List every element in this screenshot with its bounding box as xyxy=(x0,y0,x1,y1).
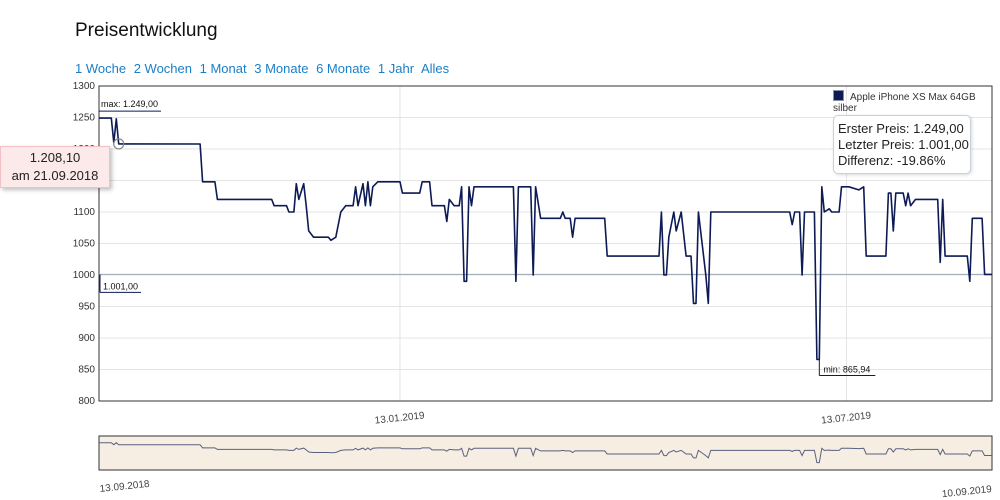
y-tick-label: 1300 xyxy=(73,81,96,92)
x-axis: 13.01.2019 13.07.2019 xyxy=(374,410,872,426)
navigator-frame xyxy=(98,435,993,471)
y-tick-label: 900 xyxy=(78,333,95,344)
x-tick-label: 13.07.2019 xyxy=(821,410,872,426)
y-tick-label: 1050 xyxy=(73,239,96,250)
plot-area xyxy=(99,117,992,361)
range-selector: 1 Woche 2 Wochen 1 Monat 3 Monate 6 Mona… xyxy=(75,61,453,76)
y-tick-label: 1100 xyxy=(73,207,95,218)
range-button-3-months[interactable]: 3 Monate xyxy=(254,61,309,76)
chart-grid xyxy=(98,85,993,402)
range-button-1-month[interactable]: 1 Monat xyxy=(199,61,247,76)
plot-border xyxy=(98,85,993,402)
y-tick-label: 1000 xyxy=(73,270,96,281)
y-tick-label: 850 xyxy=(78,365,95,376)
y-tick-label: 950 xyxy=(78,302,95,313)
price-summary-box: Erster Preis: 1.249,00 Letzter Preis: 1.… xyxy=(833,115,971,174)
y-tick-label: 800 xyxy=(78,396,95,407)
min-annotation: min: 865,94 xyxy=(823,364,870,374)
range-button-6-months[interactable]: 6 Monate xyxy=(316,61,371,76)
price-difference: Differenz: -19.86% xyxy=(838,153,946,168)
max-annotation: max: 1.249,00 xyxy=(101,99,158,109)
tooltip-date: am 21.09.2018 xyxy=(11,168,99,183)
navigator-line xyxy=(99,442,992,464)
legend-label: Apple iPhone XS Max 64GB silber xyxy=(833,92,976,114)
navigator-start-label: 13.09.2018 xyxy=(99,479,150,495)
first-price: Erster Preis: 1.249,00 xyxy=(838,121,964,136)
range-button-2-weeks[interactable]: 2 Wochen xyxy=(133,61,192,76)
hover-marker xyxy=(113,138,125,150)
last-price: Letzter Preis: 1.001,00 xyxy=(838,137,969,152)
legend[interactable]: Apple iPhone XS Max 64GB silber xyxy=(833,90,1000,114)
tooltip-value: 1.208,10 xyxy=(29,150,81,165)
y-tick-label: 1250 xyxy=(73,113,96,124)
x-tick-label: 13.01.2019 xyxy=(374,410,425,426)
last-annotation: 1.001,00 xyxy=(103,281,138,291)
page-title: Preisentwicklung xyxy=(75,20,218,41)
range-button-1-week[interactable]: 1 Woche xyxy=(75,61,127,76)
chart-annotations: max: 1.249,00 1.001,00 min: 865,94 xyxy=(99,99,876,376)
y-axis: 8008509009501000105011001150120012501300 xyxy=(73,81,96,407)
range-button-1-year[interactable]: 1 Jahr xyxy=(377,61,415,76)
navigator-end-label: 10.09.2019 xyxy=(941,484,992,500)
navigator[interactable]: 13.09.2018 10.09.2019 xyxy=(98,435,993,500)
legend-swatch xyxy=(833,90,844,101)
series-line xyxy=(99,117,992,361)
price-tooltip: 1.208,10 am 21.09.2018 xyxy=(0,146,110,188)
range-button-all[interactable]: Alles xyxy=(420,61,450,76)
